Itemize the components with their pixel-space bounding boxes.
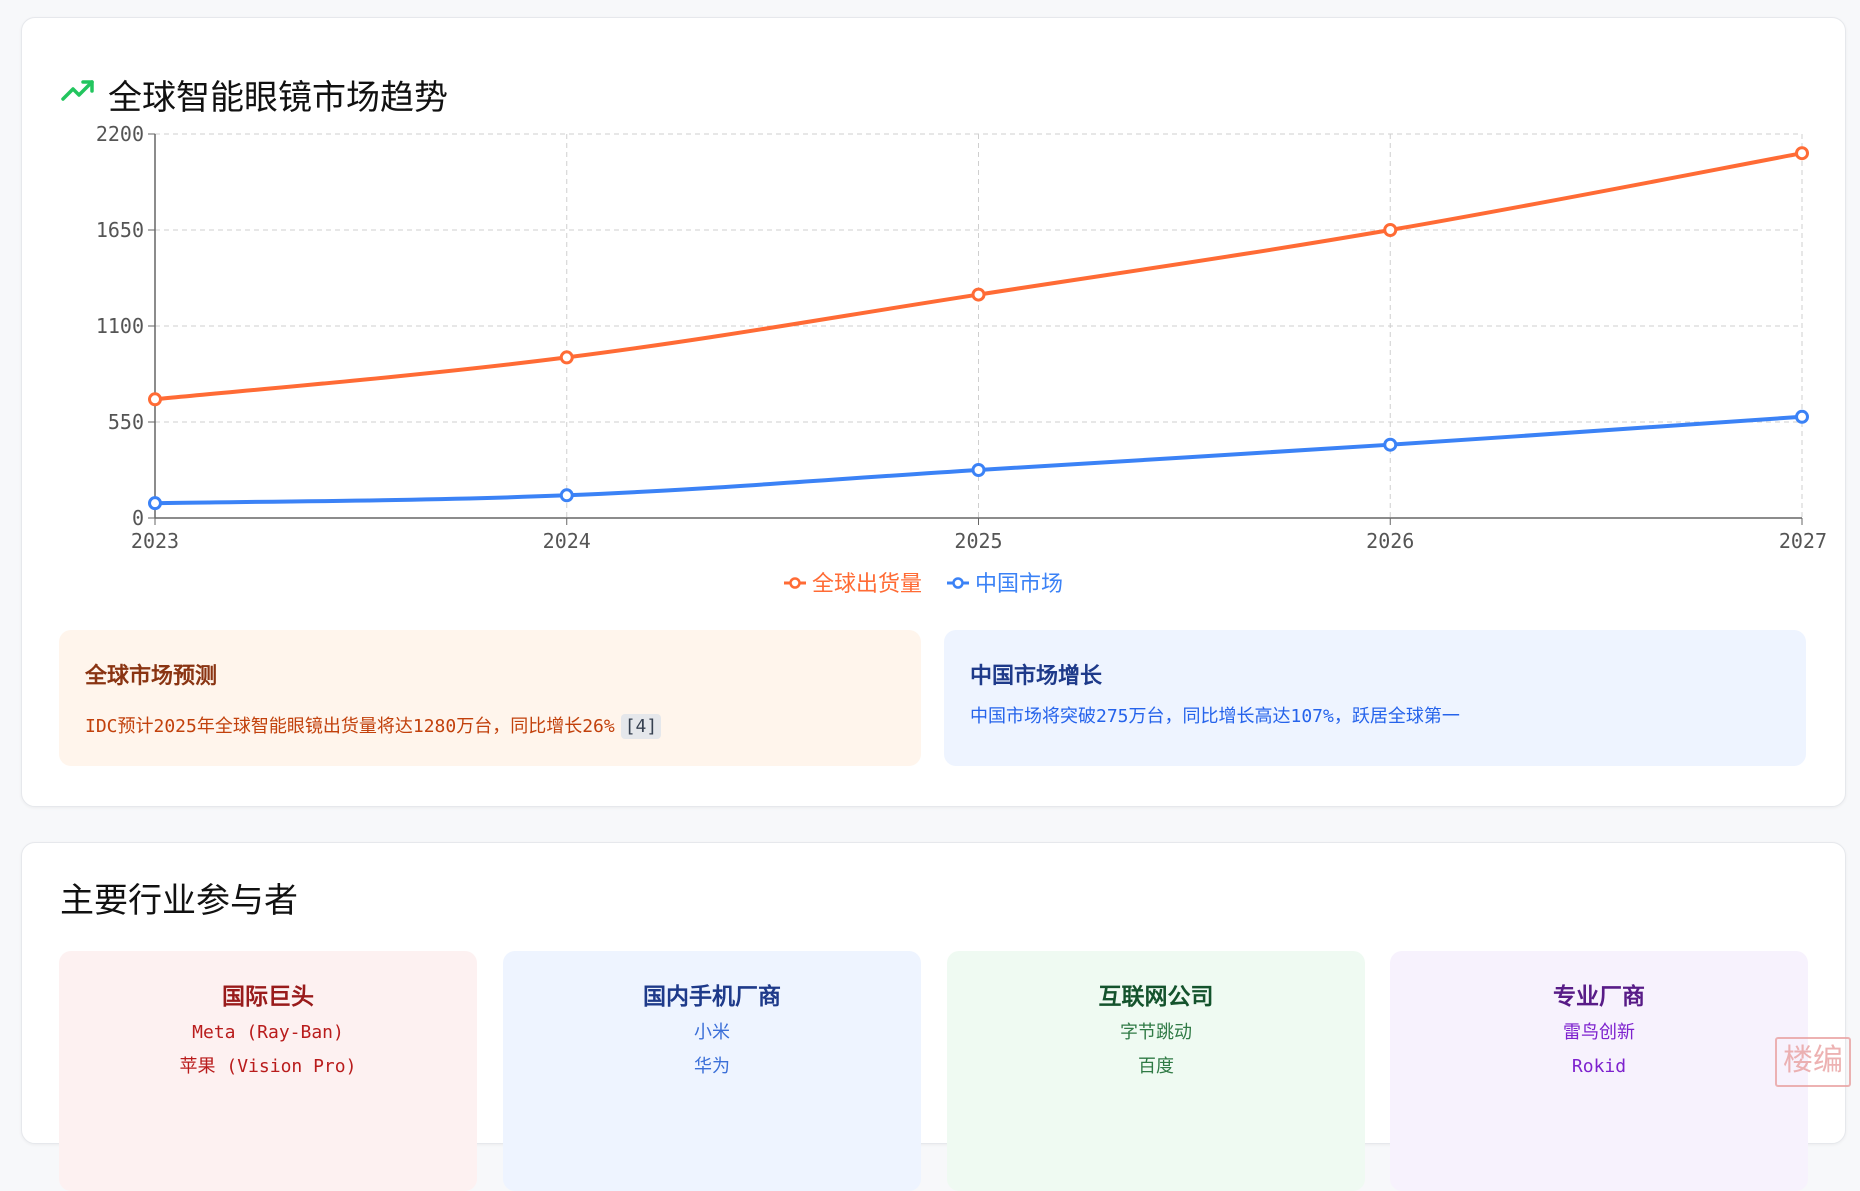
legend-label: 中国市场 <box>975 572 1063 597</box>
players-column-specialist: 专业厂商 雷鸟创新 Rokid <box>1390 951 1808 1191</box>
player-item: 华为 <box>694 1056 730 1077</box>
y-tick-label: 550 <box>108 410 144 434</box>
legend-item: 全球出货量 <box>784 572 922 597</box>
watermark-seal: 楼编 <box>1775 1037 1851 1087</box>
column-title: 专业厂商 <box>1553 983 1645 1010</box>
player-item: 苹果 (Vision Pro) <box>179 1056 357 1077</box>
x-tick-label: 2023 <box>131 529 179 553</box>
legend-marker <box>952 577 964 589</box>
players-column-international: 国际巨头 Meta (Ray-Ban) 苹果 (Vision Pro) <box>59 951 477 1191</box>
data-point <box>148 392 162 407</box>
industry-players-card: 主要行业参与者 国际巨头 Meta (Ray-Ban) 苹果 (Vision P… <box>21 842 1846 1191</box>
data-point <box>559 350 574 365</box>
legend-item: 中国市场 <box>947 572 1063 597</box>
data-point <box>559 488 574 503</box>
legend-label: 全球出货量 <box>812 572 922 597</box>
x-tick-label: 2026 <box>1366 529 1414 553</box>
column-title: 国内手机厂商 <box>643 983 781 1010</box>
global-forecast-body: IDC预计2025年全球智能眼镜出货量将达1280万台，同比增长26% <box>85 716 615 737</box>
market-trend-card: 全球智能眼镜市场趋势 0 550 1100 1650 2200 2023 2024 2025 2… <box>21 17 1846 807</box>
y-tick-label: 1650 <box>96 218 144 242</box>
data-point <box>1795 146 1809 161</box>
trending-up-icon <box>61 80 94 101</box>
column-title: 国际巨头 <box>222 983 314 1010</box>
china-growth-title: 中国市场增长 <box>970 663 1103 689</box>
y-tick-label: 1100 <box>96 314 144 338</box>
trend-card-title: 全球智能眼镜市场趋势 <box>108 78 448 118</box>
player-item: 雷鸟创新 <box>1563 1022 1635 1043</box>
player-item: 字节跳动 <box>1120 1022 1192 1043</box>
line-chart: 0 550 1100 1650 2200 2023 2024 2025 2026 2027 全球出货… <box>96 122 1827 597</box>
china-growth-text: 中国市场将突破275万台，同比增长高达107%，跃居全球第一 <box>970 706 1460 727</box>
players-column-internet: 互联网公司 字节跳动 百度 <box>947 951 1365 1191</box>
legend-marker <box>789 577 801 589</box>
y-tick-label: 2200 <box>96 122 144 146</box>
x-tick-label: 2025 <box>954 529 1002 553</box>
global-forecast-title: 全球市场预测 <box>85 663 218 689</box>
citation-link[interactable]: [4] <box>620 714 662 739</box>
data-point <box>1383 437 1398 452</box>
data-point <box>1383 223 1398 237</box>
column-title: 互联网公司 <box>1098 983 1214 1010</box>
data-point <box>971 463 986 477</box>
x-tick-label: 2027 <box>1779 529 1827 553</box>
data-point <box>971 287 986 302</box>
players-column-domestic-phone: 国内手机厂商 小米 华为 <box>503 951 921 1191</box>
player-item: 百度 <box>1138 1056 1174 1077</box>
global-forecast-text: IDC预计2025年全球智能眼镜出货量将达1280万台，同比增长26% [4] <box>85 712 662 739</box>
x-tick-label: 2024 <box>543 529 591 553</box>
players-card-title: 主要行业参与者 <box>60 881 298 921</box>
player-item: Meta (Ray-Ban) <box>192 1022 344 1043</box>
y-tick-label: 0 <box>132 506 144 530</box>
watermark-text: 楼编 <box>1783 1043 1843 1078</box>
china-growth-box: 中国市场增长 中国市场将突破275万台，同比增长高达107%，跃居全球第一 <box>944 630 1806 766</box>
data-point <box>1795 409 1809 424</box>
global-forecast-box: 全球市场预测 IDC预计2025年全球智能眼镜出货量将达1280万台，同比增长2… <box>59 630 921 766</box>
data-point <box>148 496 162 511</box>
player-item: Rokid <box>1571 1056 1627 1077</box>
player-item: 小米 <box>694 1022 730 1043</box>
